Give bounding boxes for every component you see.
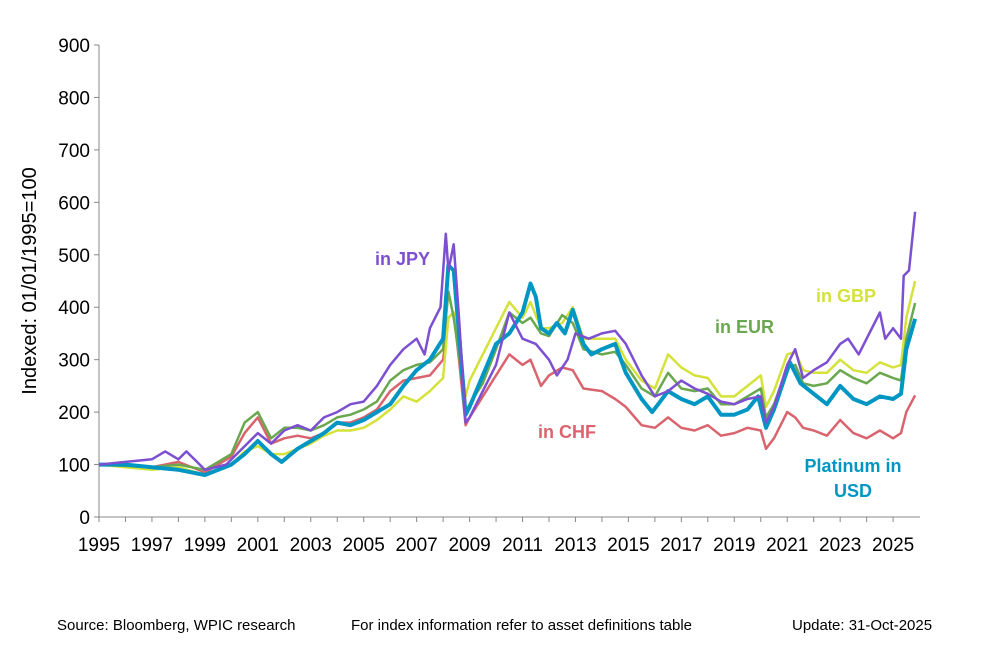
label-eur: in EUR — [715, 317, 774, 337]
x-tick-label: 2001 — [237, 535, 279, 556]
line-chart: 0 100 200 300 400 500 600 700 800 900 1995 1997 1999… — [19, 36, 920, 556]
label-usd-line1: Platinum in — [804, 456, 901, 476]
x-tick-label: 1999 — [184, 535, 226, 556]
x-tick-label: 2025 — [872, 535, 914, 556]
x-tick-label: 2005 — [343, 535, 385, 556]
x-tick-label: 2017 — [660, 535, 702, 556]
series-line-in-gbp — [98, 280, 917, 477]
label-jpy: in JPY — [375, 249, 430, 269]
x-tick-label: 2021 — [766, 535, 808, 556]
y-tick-label: 100 — [58, 456, 90, 477]
y-tick-label: 600 — [58, 193, 90, 214]
y-tick-label: 700 — [58, 141, 90, 162]
x-tick-label: 1997 — [131, 535, 173, 556]
x-tick-label: 2013 — [554, 535, 596, 556]
y-tick-label: 300 — [58, 351, 90, 372]
index-note: For index information refer to asset def… — [351, 617, 693, 634]
x-tick-label: 2009 — [448, 535, 490, 556]
label-gbp: in GBP — [816, 286, 876, 306]
x-tick-label: 2007 — [395, 535, 437, 556]
y-tick-label: 800 — [58, 88, 90, 109]
y-tick-label: 500 — [58, 246, 90, 267]
label-usd-line2: USD — [834, 481, 872, 501]
x-tick-label: 2011 — [502, 535, 543, 556]
y-axis-label: Indexed: 01/01/1995=100 — [19, 167, 41, 394]
y-tick-label: 200 — [58, 403, 90, 424]
y-tick-label: 400 — [58, 298, 90, 319]
x-tick-label: 2023 — [819, 535, 861, 556]
series-line-platinum-in-usd — [99, 263, 918, 477]
y-tick-label: 900 — [58, 36, 90, 57]
label-chf: in CHF — [538, 422, 596, 442]
x-tick-label: 1995 — [78, 535, 120, 556]
update-date: Update: 31-Oct-2025 — [792, 617, 933, 634]
series-line-in-jpy — [98, 211, 917, 472]
source-note: Source: Bloomberg, WPIC research — [57, 617, 296, 634]
x-tick-label: 2015 — [607, 535, 649, 556]
y-tick-label: 0 — [79, 508, 90, 529]
x-tick-label: 2019 — [713, 535, 755, 556]
series-line-in-eur — [98, 290, 917, 472]
x-tick-label: 2003 — [290, 535, 332, 556]
